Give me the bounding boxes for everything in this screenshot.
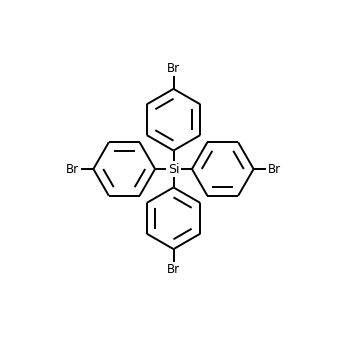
Text: Br: Br — [66, 163, 79, 175]
Text: Si: Si — [168, 163, 179, 175]
Text: Br: Br — [167, 62, 180, 75]
Text: Br: Br — [268, 163, 281, 175]
Text: Br: Br — [167, 263, 180, 276]
